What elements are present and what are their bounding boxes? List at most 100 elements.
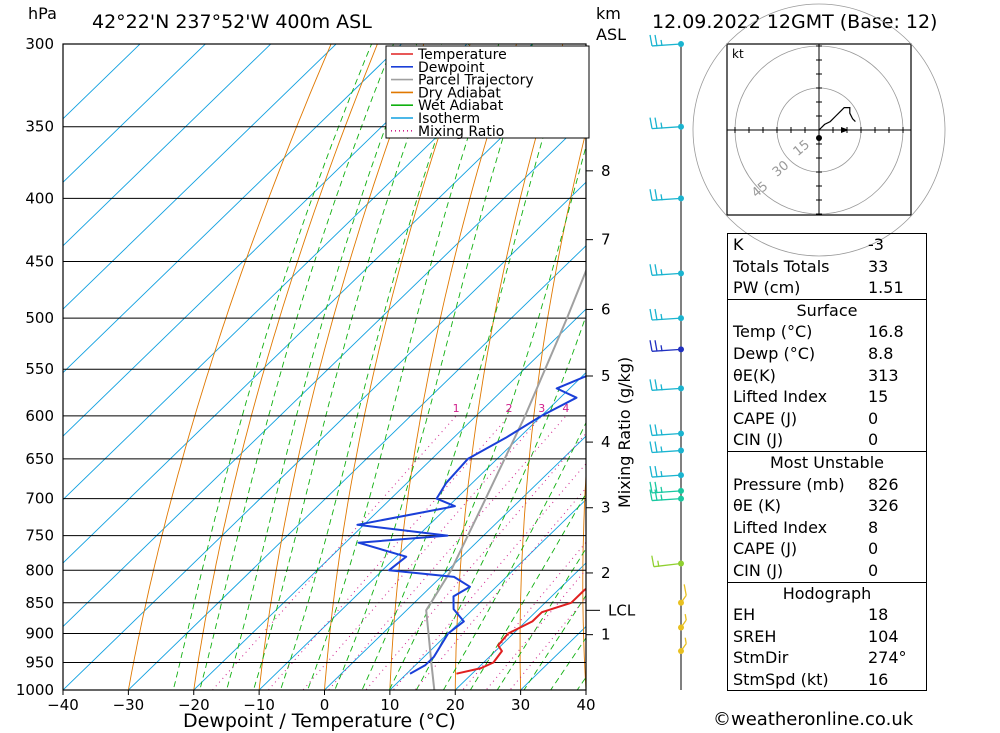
isotherm-line [63,54,586,564]
isotherm-line [127,245,586,690]
temperature-line [456,587,586,675]
dry-adiabat-line [644,0,727,716]
stats-row: Lifted Index 8 [733,517,879,537]
km-tick-label: 6 [601,300,611,318]
wind-barb [678,637,687,655]
stats-row: θE(K) 313 [733,365,899,385]
km-label: km [596,4,621,23]
wind-barb [649,489,684,502]
mixing-ratio-line [327,415,567,690]
pressure-tick-label: 700 [25,490,54,508]
x-tick-label: 0 [320,696,330,714]
legend-label: Dewpoint [418,60,485,76]
wet-adiabat-line [253,44,443,690]
wind-barb [649,340,684,353]
pressure-unit-label: hPa [28,4,57,23]
pressure-tick-label: 600 [25,407,54,425]
isotherm-line [63,44,337,310]
stats-row: StmSpd (kt) 16 [733,669,889,689]
stats-row: SREH 104 [733,626,899,646]
isotherm-line [63,44,272,247]
asl-label: ASL [596,25,626,44]
hodograph-ring [692,3,946,257]
km-tick-label: 8 [601,162,611,180]
stats-row: Dewp (°C) 8.8 [733,343,894,363]
pressure-tick-label: 1000 [16,681,54,699]
wind-barb [649,441,684,454]
wind-barb [649,481,684,494]
storm-motion-marker [816,135,822,141]
legend-label: Mixing Ratio [418,124,504,140]
x-tick-label: −30 [113,696,145,714]
stats-general-section: K -3 Totals Totals 33 PW (cm) 1.51 [727,233,927,299]
wind-barb [678,613,687,631]
wind-barb [678,584,687,606]
x-tick-label: −40 [47,696,79,714]
storm-vector-arrow [841,127,849,133]
legend-label: Isotherm [418,111,480,127]
isotherm-line [63,181,586,690]
section-title: Surface [796,300,858,320]
dry-adiabat-line [127,44,332,690]
hodograph-unit-label: kt [732,47,744,61]
stats-row: Totals Totals 33 [733,256,889,276]
stats-row: Temp (°C) 16.8 [733,322,904,342]
mixing-ratio-label: 6 [598,402,605,415]
mixing-ratio-line [485,568,586,690]
wind-barb [649,308,684,322]
dry-adiabat-line [922,0,986,716]
legend-label: Wet Adiabat [418,98,504,114]
section-title: Hodograph [782,583,872,603]
mixing-ratio-label: 4 [562,402,569,415]
pressure-tick-label: 800 [25,561,54,579]
wind-barb [651,555,684,568]
mixing-ratio-line [509,596,586,690]
km-tick-label: 5 [601,367,611,385]
parcel-trajectory-line [425,268,586,690]
pressure-tick-label: 750 [25,527,54,545]
legend-label: Dry Adiabat [418,85,501,101]
location-title: 42°22'N 237°52'W 400m ASL [92,11,372,33]
dry-adiabat-line [582,467,586,690]
copyright-footer[interactable]: ©weatheronline.co.uk [713,709,914,730]
x-tick-label: 30 [511,696,530,714]
x-tick-label: −20 [178,696,210,714]
legend-label: Temperature [417,47,507,63]
wet-adiabat-line [280,44,470,690]
wind-barb [649,189,684,202]
km-tick-label: 2 [601,564,611,582]
isotherm-line [193,308,586,690]
hodograph-trace [818,106,856,131]
stats-row: Lifted Index 15 [733,387,889,407]
wind-barb [649,465,684,479]
pressure-tick-label: 850 [25,594,54,612]
mixing-ratio-label: 20 [707,402,721,415]
mixing-ratio-line [267,415,510,690]
dewpoint-line [356,375,586,675]
stats-row: CAPE (J) 0 [733,539,879,559]
isotherm-line [63,44,207,183]
km-tick-label: 1 [601,626,611,644]
stats-row: CAPE (J) 0 [733,408,879,428]
datetime-title: 12.09.2022 12GMT (Base: 12) [652,11,937,33]
x-tick-label: 40 [576,696,595,714]
stats-row: PW (cm) 1.51 [733,278,904,298]
pressure-tick-label: 950 [25,654,54,672]
plot-frame [62,43,587,691]
x-tick-label: −10 [243,696,275,714]
wind-barb [649,379,684,392]
isotherm-line [63,44,403,374]
wind-barb [649,264,684,277]
x-axis-title: Dewpoint / Temperature (°C) [183,710,456,732]
stats-row: CIN (J) 0 [733,430,879,450]
x-tick-label: 10 [380,696,399,714]
x-tick-label: 20 [446,696,465,714]
mixing-ratio-label: 2 [506,402,513,415]
pressure-tick-label: 450 [25,253,54,271]
isotherm-line [323,435,586,690]
wet-adiabat-line [172,44,373,690]
wind-barb [649,117,684,130]
wind-barb [649,34,684,47]
mixing-ratio-label: 10 [641,402,655,415]
